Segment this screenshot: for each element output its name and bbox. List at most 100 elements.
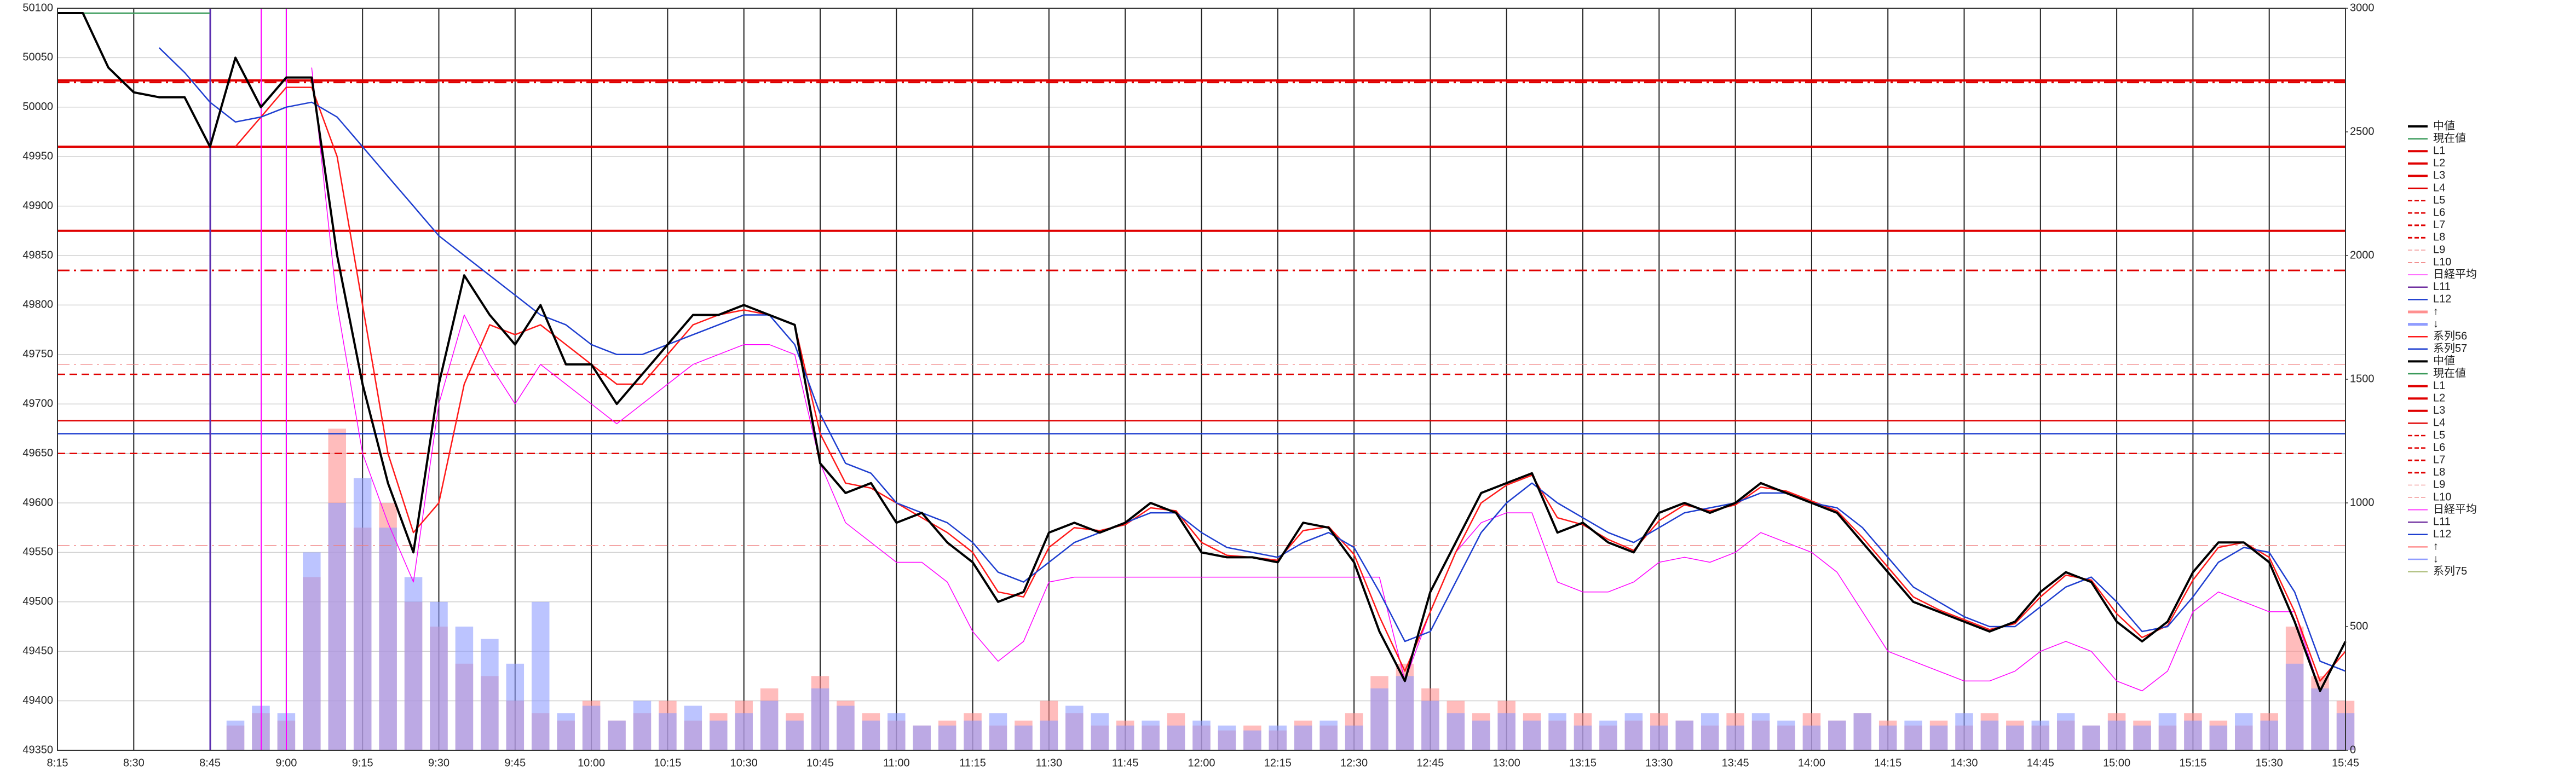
volume-bar	[2158, 713, 2177, 750]
x-tick-label: 10:30	[730, 757, 758, 769]
legend-label: 日経平均	[2433, 268, 2477, 280]
x-tick-label: 9:30	[428, 757, 449, 769]
volume-bar	[888, 713, 906, 750]
volume-bar	[353, 478, 372, 750]
x-tick-label: 14:15	[1874, 757, 1901, 769]
x-tick-label: 11:45	[1112, 757, 1139, 769]
volume-bar	[1167, 725, 1185, 750]
legend-label: L4	[2433, 417, 2445, 429]
volume-bar	[1345, 725, 1363, 750]
volume-bar	[1878, 725, 1897, 750]
volume-bar	[455, 627, 474, 750]
legend-label: 系列75	[2433, 565, 2467, 577]
legend-label: 中値	[2433, 355, 2455, 367]
volume-bar	[2285, 663, 2304, 750]
y2-tick-label: 500	[2350, 620, 2368, 632]
legend-label: L9	[2433, 244, 2445, 256]
volume-bar	[608, 720, 626, 750]
volume-bar	[481, 639, 499, 750]
volume-bar	[989, 713, 1007, 750]
volume-bar	[1472, 720, 1490, 750]
volume-bar	[2311, 688, 2329, 750]
y2-tick-label: 1000	[2350, 496, 2375, 508]
legend-label: L3	[2433, 404, 2445, 416]
x-tick-label: 10:00	[578, 757, 605, 769]
series-line	[311, 67, 2321, 692]
volume-bar	[1421, 700, 1439, 750]
y-tick-label: 49600	[22, 496, 53, 508]
y2-tick-label: 1500	[2350, 373, 2375, 385]
volume-bar	[735, 713, 753, 750]
y-tick-label: 49650	[22, 447, 53, 459]
volume-bar	[1116, 725, 1134, 750]
volume-bar	[938, 725, 956, 750]
volume-bar	[328, 503, 347, 750]
series-line	[57, 12, 2347, 692]
volume-bar	[379, 528, 397, 750]
volume-bar	[2235, 713, 2253, 750]
volume-bar	[811, 688, 829, 750]
volume-bar	[430, 601, 448, 750]
x-tick-label: 10:15	[654, 757, 681, 769]
y-tick-label: 49800	[22, 299, 53, 311]
axes: 49350 49400 49450 49500 49550 49600 49650 49700…	[22, 2, 2374, 769]
x-tick-label: 12:00	[1188, 757, 1215, 769]
volume-bar	[1751, 713, 1770, 750]
legend-label: 日経平均	[2433, 503, 2477, 515]
x-tick-label: 15:00	[2103, 757, 2130, 769]
x-tick-label: 15:45	[2332, 757, 2359, 769]
legend-label: L12	[2433, 293, 2451, 305]
y-tick-label: 50050	[22, 51, 53, 63]
volume-bar	[659, 713, 677, 750]
x-tick-label: 14:30	[1950, 757, 1978, 769]
volume-bar	[1294, 725, 1312, 750]
volume-bar	[1447, 713, 1465, 750]
volume-bar	[2209, 725, 2228, 750]
legend-label: L11	[2433, 515, 2451, 528]
y-tick-label: 50100	[22, 2, 53, 14]
legend-label: ↓	[2433, 553, 2439, 565]
volume-bar	[1624, 713, 1643, 750]
x-tick-label: 8:15	[47, 757, 68, 769]
x-tick-label: 8:45	[199, 757, 221, 769]
legend-label: 現在値	[2433, 367, 2466, 379]
legend-label: 系列56	[2433, 329, 2467, 342]
volume-bar	[1396, 676, 1414, 750]
x-tick-label: 12:45	[1416, 757, 1444, 769]
volume-bar	[913, 725, 931, 750]
x-tick-label: 12:15	[1264, 757, 1292, 769]
volume-bar	[506, 663, 525, 750]
volume-bar	[2031, 720, 2050, 750]
volume-bar	[1015, 725, 1033, 750]
y-tick-label: 49500	[22, 595, 53, 607]
volume-bar	[1929, 725, 1948, 750]
legend-label: L6	[2433, 206, 2445, 218]
y-tick-label: 49850	[22, 249, 53, 261]
volume-bar	[2006, 725, 2024, 750]
volume-bar	[1269, 725, 1287, 750]
legend-label: L7	[2433, 454, 2445, 466]
legend-label: L3	[2433, 170, 2445, 182]
legend-label: L8	[2433, 231, 2445, 244]
legend-label: L2	[2433, 157, 2445, 169]
volume-bar	[1091, 713, 1109, 750]
volume-bar	[862, 720, 880, 750]
volume-bar	[1370, 688, 1388, 750]
legend-label: L7	[2433, 219, 2445, 231]
x-tick-label: 13:00	[1493, 757, 1520, 769]
volume-bar	[226, 720, 245, 750]
volume-bar	[2184, 720, 2202, 750]
x-tick-label: 11:15	[959, 757, 986, 769]
legend-label: 中値	[2433, 119, 2455, 132]
y2-tick-label: 0	[2350, 744, 2356, 756]
volume-bar	[1675, 720, 1693, 750]
volume-bars	[226, 428, 2355, 750]
volume-bar	[1701, 713, 1719, 750]
volume-bar	[786, 720, 804, 750]
legend-label: L5	[2433, 194, 2445, 206]
legend: 中値現在値L1L2L3L4L5L6L7L8L9L10日経平均L11L12↑↓系列…	[2408, 119, 2477, 577]
x-tick-label: 8:30	[123, 757, 145, 769]
series-line	[158, 47, 2346, 672]
series-line	[235, 86, 2346, 682]
